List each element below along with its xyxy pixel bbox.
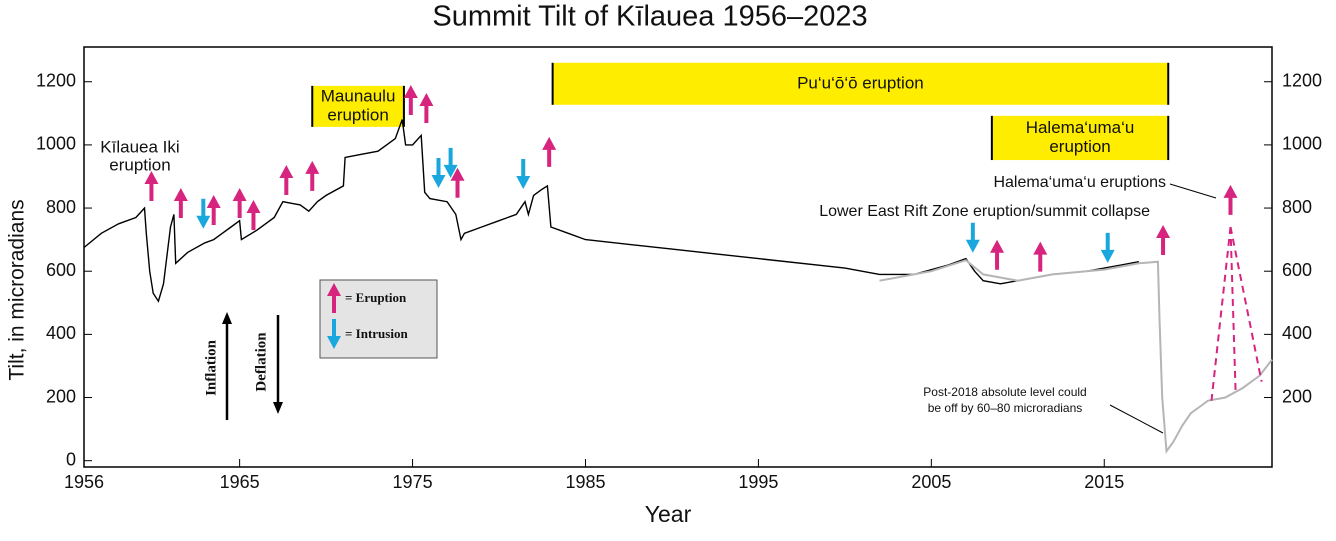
x-tick-label: 2005 — [911, 472, 951, 492]
eruption-arrow — [279, 164, 294, 195]
eruption-dash — [1210, 226, 1232, 401]
x-tick-label: 1995 — [738, 472, 778, 492]
period-box — [312, 85, 404, 127]
intrusion-arrow — [443, 147, 458, 178]
eruption-dash — [1229, 226, 1237, 395]
deflation-head — [273, 402, 283, 414]
key-eruption-arrow — [327, 283, 341, 313]
leader-line — [1109, 404, 1164, 434]
y-tick-label: 200 — [46, 386, 76, 406]
y-tick-label: 1200 — [36, 70, 76, 90]
y2-tick-label: 400 — [1282, 323, 1312, 343]
eruption-arrow — [450, 167, 465, 198]
y-tick-label: 400 — [46, 323, 76, 343]
annotation: eruption — [109, 155, 170, 174]
key-label: Deflation — [253, 332, 269, 392]
intrusion-arrow — [196, 198, 211, 229]
y2-tick-label: 1000 — [1282, 134, 1322, 154]
intrusion-arrow — [1100, 232, 1115, 263]
leader-line — [1169, 183, 1217, 199]
x-tick-label: 2015 — [1084, 472, 1124, 492]
eruption-arrow — [1156, 224, 1171, 255]
chart-title: Summit Tilt of Kīlauea 1956–2023 — [432, 1, 867, 33]
y2-tick-label: 200 — [1282, 386, 1312, 406]
y2-tick-label: 1200 — [1282, 70, 1322, 90]
period-label: eruption — [327, 105, 388, 124]
x-axis-label: Year — [645, 501, 692, 527]
y-tick-label: 800 — [46, 197, 76, 217]
x-tick-label: 1965 — [220, 472, 260, 492]
annotation: Kīlauea Iki — [100, 137, 179, 156]
y-tick-label: 1000 — [36, 134, 76, 154]
tilt-line — [879, 259, 1273, 454]
eruption-arrow — [990, 239, 1005, 270]
eruption-dash — [1229, 226, 1263, 382]
intrusion-arrow — [516, 158, 531, 189]
eruption-arrow — [144, 170, 159, 201]
key-label: = Intrusion — [345, 326, 408, 341]
period-label: Pu‘u‘ō‘ō eruption — [797, 73, 924, 92]
eruption-arrow — [305, 160, 320, 191]
eruption-arrow — [232, 188, 247, 218]
tilt-line — [83, 119, 1139, 303]
y-tick-label: 0 — [66, 449, 76, 469]
eruption-arrow — [1223, 184, 1238, 215]
intrusion-arrow — [965, 222, 980, 253]
key-intrusion-arrow — [327, 319, 341, 349]
x-tick-label: 1975 — [393, 472, 433, 492]
key-box — [319, 279, 438, 359]
eruption-arrow — [419, 92, 434, 123]
inflation-head — [222, 312, 232, 324]
y-tick-label: 600 — [46, 260, 76, 280]
eruption-arrow — [246, 200, 261, 230]
eruption-arrow — [1033, 241, 1048, 272]
period-box — [991, 115, 1169, 161]
key-label: Inflation — [203, 339, 219, 396]
period-box — [552, 62, 1169, 105]
y2-tick-label: 800 — [1282, 197, 1312, 217]
annotation: Lower East Rift Zone eruption/summit col… — [819, 203, 1150, 220]
period-label: Halema‘uma‘u — [1026, 118, 1135, 137]
period-label: Maunaulu — [321, 86, 396, 105]
eruption-arrow — [206, 194, 221, 225]
x-tick-label: 1956 — [64, 472, 104, 492]
annotation: be off by 60–80 microradians — [928, 401, 1083, 415]
intrusion-arrow — [431, 158, 446, 188]
annotation: Halema‘uma‘u eruptions — [993, 174, 1166, 191]
eruption-arrow — [542, 136, 557, 167]
eruption-arrow — [403, 85, 418, 116]
plot-frame — [83, 46, 1273, 468]
x-tick-label: 1985 — [565, 472, 605, 492]
y-axis-label: Tilt, in microradians — [6, 199, 29, 380]
annotation: Post-2018 absolute level could — [923, 385, 1086, 399]
period-label: eruption — [1049, 137, 1110, 156]
eruption-arrow — [173, 188, 188, 218]
key-label: = Eruption — [345, 290, 407, 305]
y2-tick-label: 600 — [1282, 260, 1312, 280]
